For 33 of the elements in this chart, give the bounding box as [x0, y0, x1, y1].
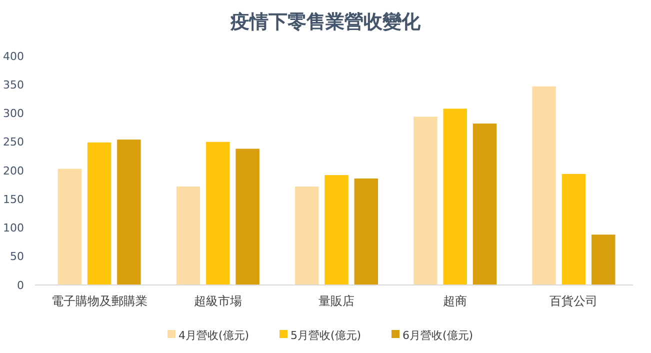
bar — [87, 142, 112, 285]
y-tick-label: 150 — [3, 192, 24, 206]
x-tick-label: 電子購物及郵購業 — [51, 294, 148, 308]
bar — [591, 234, 616, 285]
chart-title: 疫情下零售業營收變化 — [230, 11, 422, 33]
y-tick-label: 400 — [3, 50, 24, 63]
x-tick-label: 量販店 — [318, 294, 354, 308]
y-tick-label: 350 — [3, 78, 24, 92]
bar — [354, 178, 378, 285]
y-tick-label: 250 — [3, 136, 24, 149]
bar — [562, 174, 586, 285]
legend-label: 6月營收(億元) — [402, 328, 474, 342]
bar — [206, 142, 230, 285]
bar — [236, 148, 260, 285]
bar — [532, 86, 556, 285]
bar — [176, 186, 200, 285]
y-tick-label: 200 — [3, 164, 24, 178]
bar — [443, 108, 467, 285]
y-tick-label: 300 — [3, 107, 24, 120]
x-tick-label: 超商 — [443, 294, 468, 308]
bar — [294, 186, 319, 285]
bar — [472, 124, 497, 285]
bar — [117, 140, 141, 285]
bar — [58, 168, 82, 285]
x-tick-label: 超級市場 — [194, 294, 242, 308]
legend-label: 5月營收(億元) — [290, 328, 362, 342]
bar — [324, 175, 348, 285]
y-tick-label: 0 — [17, 278, 24, 292]
y-tick-label: 100 — [3, 222, 24, 235]
legend-label: 4月營收(億元) — [178, 328, 250, 342]
x-tick-label: 百貨公司 — [550, 294, 598, 308]
y-tick-label: 50 — [10, 250, 24, 264]
bar — [414, 116, 438, 285]
